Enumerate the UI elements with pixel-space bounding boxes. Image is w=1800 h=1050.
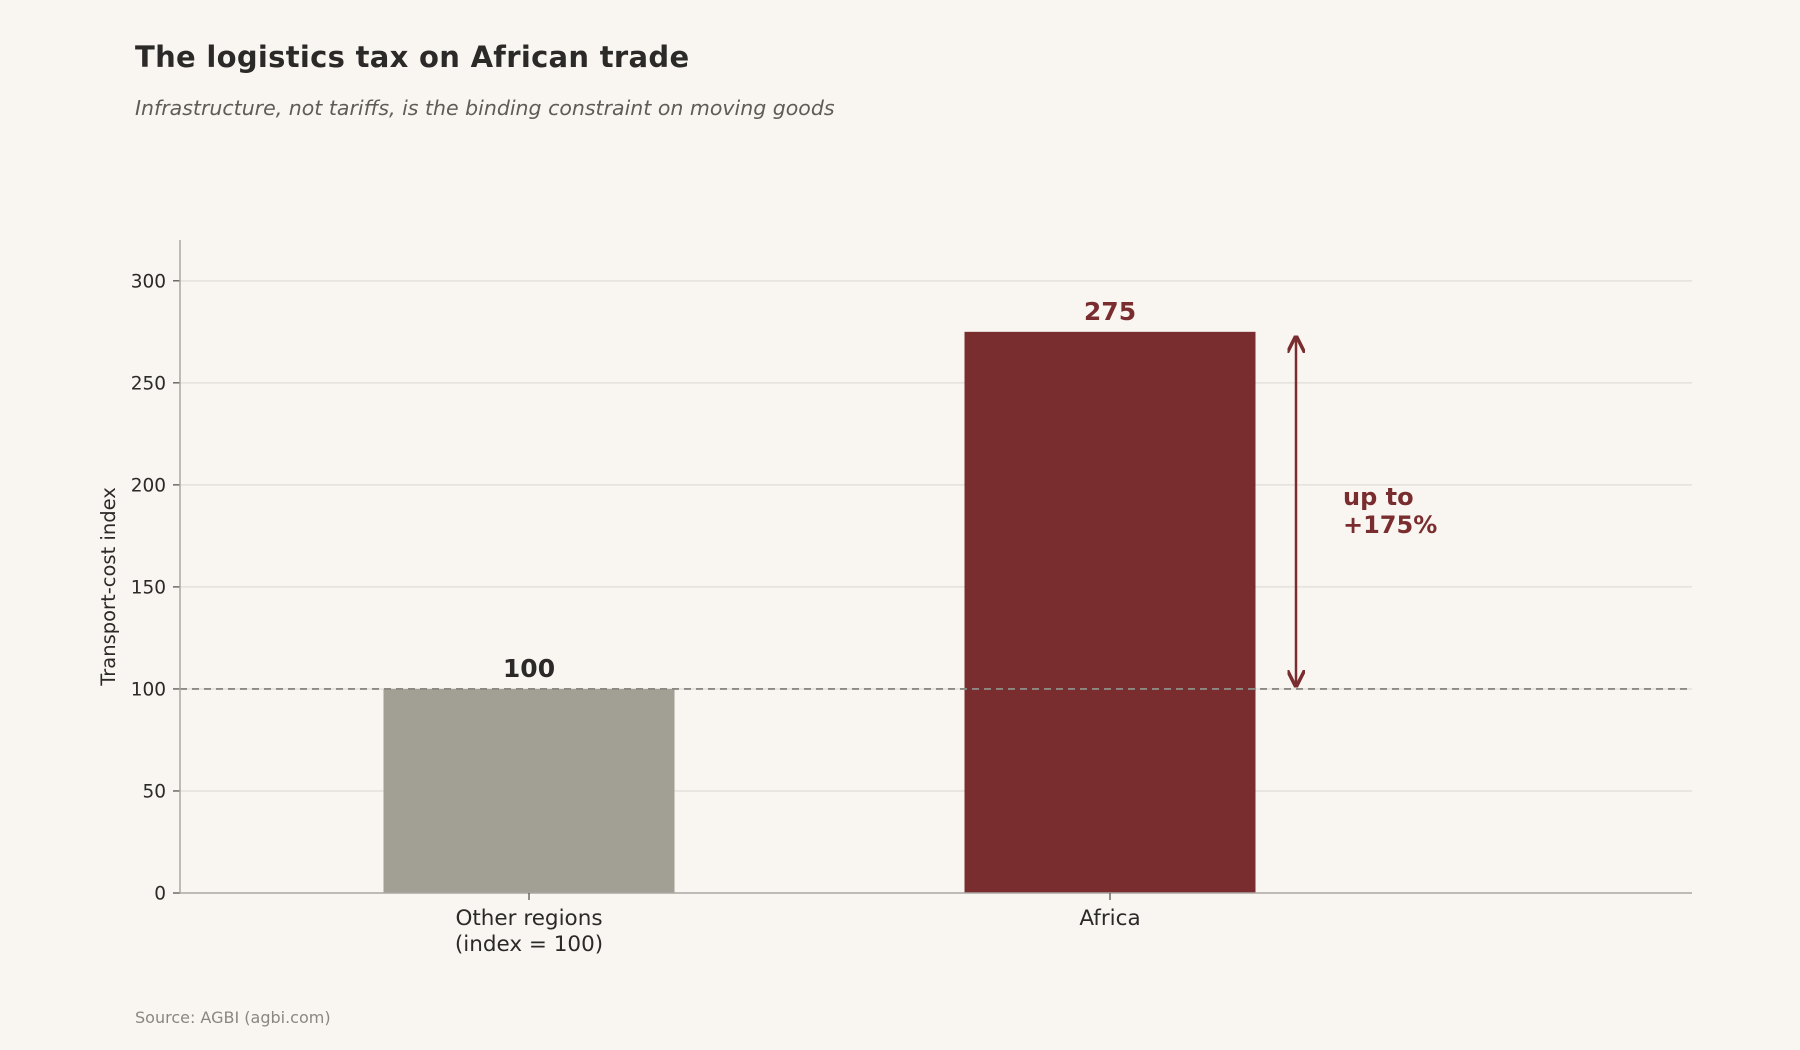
bar-1 — [964, 331, 1256, 893]
data-label-1: 275 — [1084, 297, 1136, 326]
x-tick-label-line: Africa — [1079, 906, 1140, 931]
annotation-text: up to +175% — [1343, 483, 1437, 539]
x-tick-label-1: Africa — [1079, 906, 1140, 931]
annotation-line: +175% — [1343, 511, 1437, 539]
chart-title: The logistics tax on African trade — [135, 40, 690, 74]
y-tick-label-300: 300 — [131, 271, 166, 292]
x-tick-label-0: Other regions (index = 100) — [455, 906, 603, 957]
axes: 0 50 100 150 200 250 300 Other regions (index = … — [97, 240, 1692, 957]
y-tick-label-0: 0 — [154, 884, 166, 905]
data-label-0: 100 — [503, 654, 555, 683]
y-tick-label-150: 150 — [131, 577, 166, 598]
x-tick-label-line: Other regions — [455, 906, 602, 931]
bar-0 — [383, 688, 675, 893]
labels: 100 275 — [503, 297, 1136, 683]
annotation: up to +175% — [1296, 339, 1437, 684]
annotation-line: up to — [1343, 483, 1414, 511]
y-tick-label-250: 250 — [131, 373, 166, 394]
y-tick-label-100: 100 — [131, 679, 166, 700]
y-axis-label: Transport-cost index — [97, 487, 120, 687]
y-tick-label-50: 50 — [142, 781, 166, 802]
x-tick-label-line: (index = 100) — [455, 932, 603, 957]
chart-subtitle: Infrastructure, not tariffs, is the bind… — [135, 96, 835, 120]
bars — [383, 331, 1256, 893]
y-tick-label-200: 200 — [131, 475, 166, 496]
source-note: Source: AGBI (agbi.com) — [135, 1008, 331, 1027]
